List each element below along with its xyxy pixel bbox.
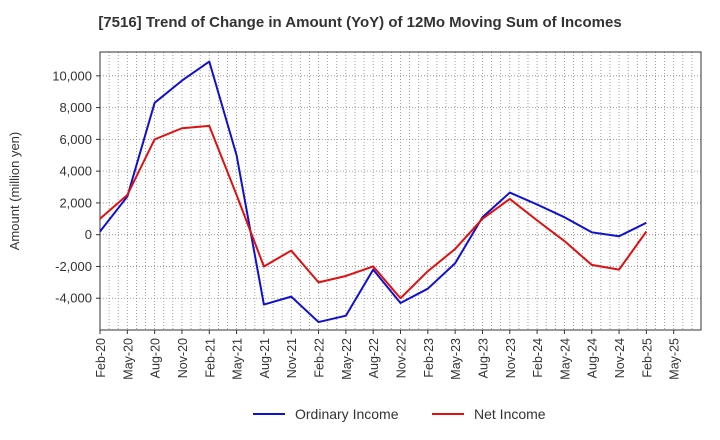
x-tick-label: May-21 xyxy=(231,338,245,380)
x-tick-label: Aug-20 xyxy=(149,338,163,378)
y-tick-label: 8,000 xyxy=(59,100,92,115)
y-axis-label: Amount (million yen) xyxy=(7,132,22,251)
x-tick-label: Feb-20 xyxy=(94,338,108,378)
y-tick-label: 0 xyxy=(85,227,92,242)
legend-label: Net Income xyxy=(474,406,546,422)
y-tick-label: 4,000 xyxy=(59,164,92,179)
y-tick-label: 2,000 xyxy=(59,195,92,210)
x-tick-label: Nov-20 xyxy=(176,338,190,378)
x-tick-label: May-23 xyxy=(449,338,463,380)
y-tick-label: 6,000 xyxy=(59,132,92,147)
x-tick-label: Aug-24 xyxy=(586,338,600,378)
x-tick-label: May-24 xyxy=(558,338,572,380)
y-tick-label: 10,000 xyxy=(52,68,92,83)
series-line-net-income xyxy=(99,124,648,300)
x-tick-label: Feb-22 xyxy=(313,338,327,378)
y-tick-label: -2,000 xyxy=(55,259,92,274)
x-tick-label: May-22 xyxy=(340,338,354,380)
x-tick-label: Aug-21 xyxy=(258,338,272,378)
x-tick-label: Aug-22 xyxy=(367,338,381,378)
x-tick-label: Nov-22 xyxy=(395,338,409,378)
x-tick-label: Feb-21 xyxy=(203,338,217,378)
x-tick-label: Aug-23 xyxy=(476,338,490,378)
series-line-ordinary-income xyxy=(99,60,647,324)
x-tick-label: Feb-25 xyxy=(640,338,654,378)
y-tick-label: -4,000 xyxy=(55,291,92,306)
x-tick-label: Feb-24 xyxy=(531,338,545,378)
x-tick-label: May-20 xyxy=(121,338,135,380)
chart-title: [7516] Trend of Change in Amount (YoY) o… xyxy=(98,14,622,31)
x-tick-label: Feb-23 xyxy=(422,338,436,378)
legend-label: Ordinary Income xyxy=(295,406,399,422)
x-tick-label: May-25 xyxy=(668,338,682,380)
x-tick-label: Nov-21 xyxy=(285,338,299,378)
x-tick-label: Nov-23 xyxy=(504,338,518,378)
x-tick-label: Nov-24 xyxy=(613,338,627,378)
